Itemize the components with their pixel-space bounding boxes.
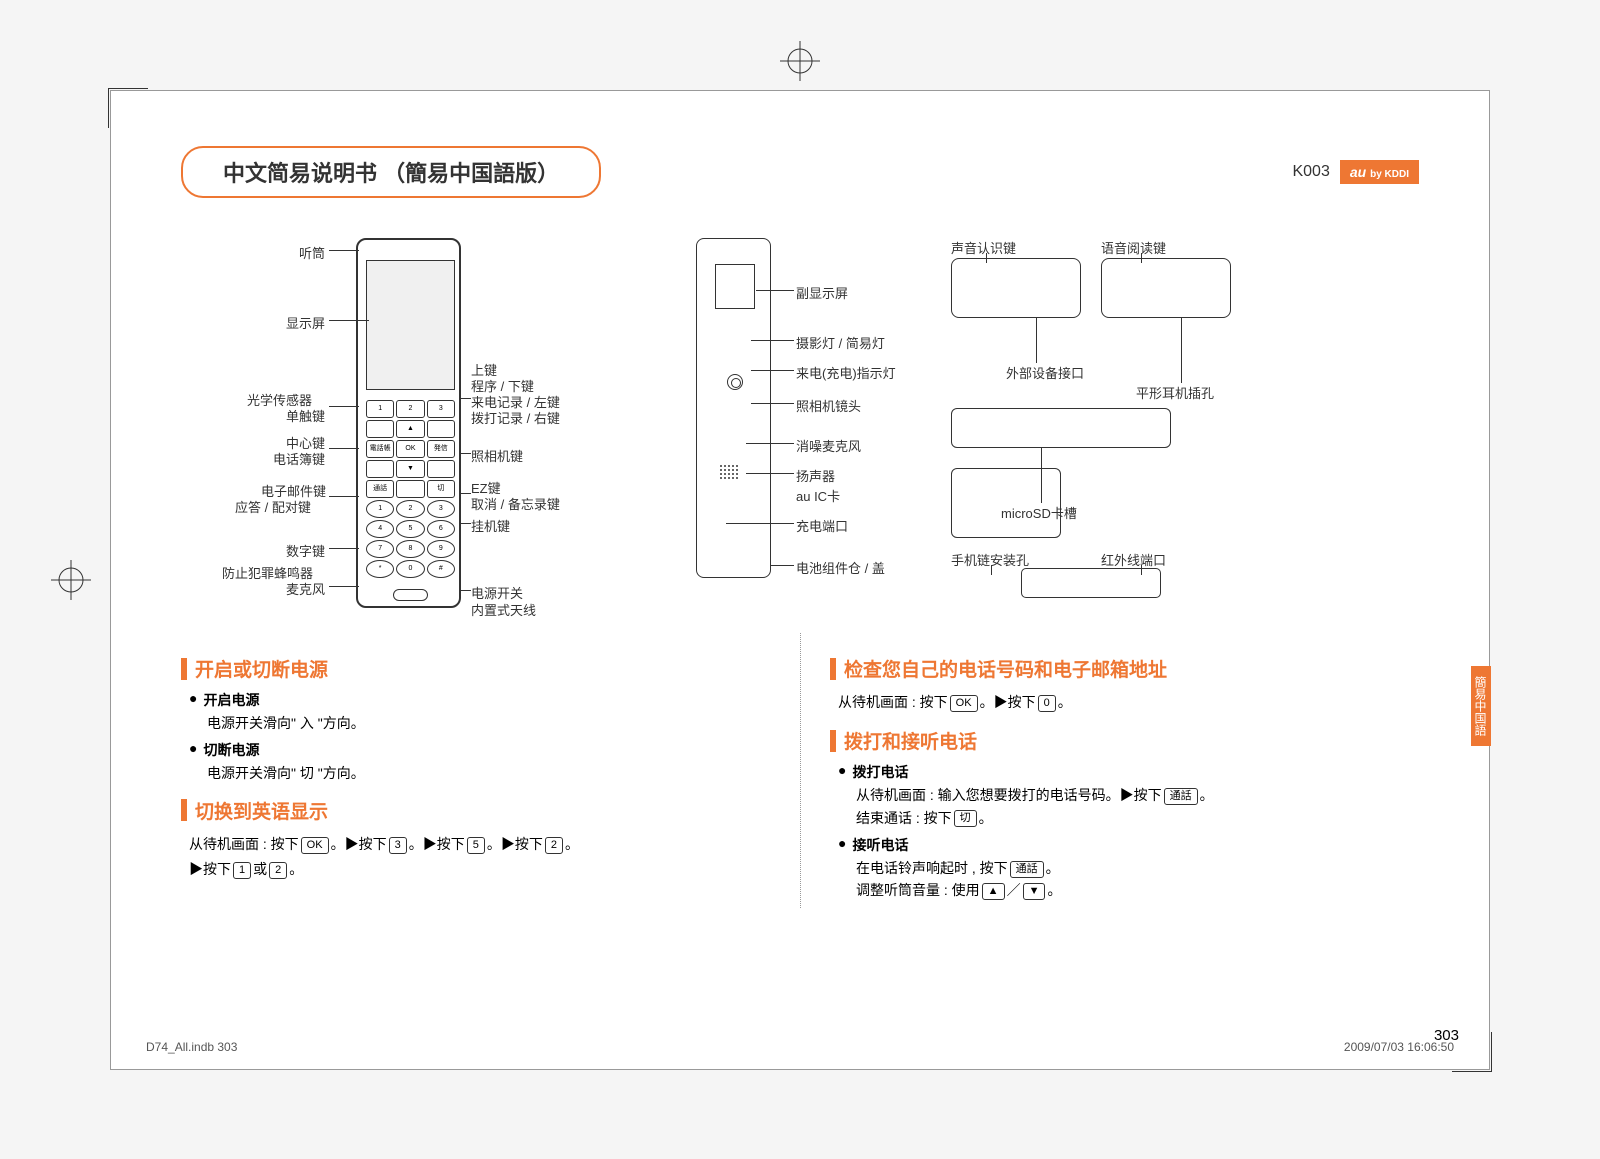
label-camkey: 照相机键	[471, 446, 523, 465]
model-brand: K003 au by KDDI	[1292, 160, 1419, 184]
label-outright: 拨打记录 / 右键	[471, 408, 560, 427]
key-ok: OK	[950, 695, 978, 712]
key-end: 切	[954, 810, 977, 827]
side-tab: 簡易中国語	[1471, 666, 1491, 746]
phone-front-outline: 123 ▲ 電話帳OK発信 ▼ 通話切 123 456 789 *0#	[356, 238, 461, 608]
key-1: 1	[233, 862, 251, 879]
key-2: 2	[545, 837, 563, 854]
section-english: 切换到英语显示	[181, 797, 770, 824]
label-battery: 电池组件仓 / 盖	[796, 558, 885, 577]
key-call: 通話	[1010, 861, 1044, 878]
registration-mark-left	[51, 560, 91, 600]
sub-display	[715, 264, 755, 309]
section-bar-icon	[181, 799, 187, 821]
section-call: 拨打和接听电话	[830, 727, 1419, 754]
label-antenna: 内置式天线	[471, 600, 536, 619]
brand-badge: au by KDDI	[1340, 160, 1419, 184]
label-auic: au IC卡	[796, 486, 840, 505]
label-speaker: 扬声器	[796, 466, 835, 485]
header-row: 中文简易说明书 （簡易中国語版） K003 au by KDDI	[181, 146, 1419, 198]
bullet-power-off: ● 切断电源	[189, 740, 770, 760]
label-strap: 手机链安装孔	[951, 550, 1029, 569]
label-microsd: microSD卡槽	[1001, 503, 1077, 522]
camera-lens	[727, 374, 743, 390]
section-bar-icon	[830, 730, 836, 752]
label-subdisp: 副显示屏	[796, 283, 848, 302]
power-switch	[393, 589, 428, 601]
side-view-3	[951, 408, 1171, 448]
diagrams-row: 123 ▲ 電話帳OK発信 ▼ 通話切 123 456 789 *0# 听筒	[181, 238, 1419, 618]
side-view-2	[1101, 258, 1231, 318]
body-power-off: 电源开关滑向" 切 "方向。	[207, 762, 770, 784]
bullet-icon: ●	[838, 835, 846, 855]
bullet-receive-call: ● 接听电话	[838, 835, 1419, 855]
bullet-make-call: ● 拨打电话	[838, 762, 1419, 782]
page-container: 中文简易说明书 （簡易中国語版） K003 au by KDDI 123 ▲ 電…	[110, 90, 1490, 1070]
bullet-icon: ●	[189, 690, 197, 710]
label-camlens: 照相机镜头	[796, 396, 861, 415]
right-column: 检查您自己的电话号码和电子邮箱地址 从待机画面 : 按下OK。▶按下0。 拨打和…	[830, 643, 1419, 908]
key-up: ▲	[982, 883, 1005, 900]
title-banner: 中文简易说明书 （簡易中国語版）	[181, 146, 601, 198]
label-voiceread: 语音阅读键	[1101, 238, 1166, 257]
label-charge: 充电端口	[796, 516, 848, 535]
left-column: 开启或切断电源 ● 开启电源 电源开关滑向" 入 "方向。 ● 切断电源 电源开…	[181, 643, 770, 908]
model-code: K003	[1292, 163, 1329, 181]
label-extport: 外部设备接口	[1006, 363, 1084, 382]
text-columns: 开启或切断电源 ● 开启电源 电源开关滑向" 入 "方向。 ● 切断电源 电源开…	[181, 643, 1419, 908]
phone-back-outline	[696, 238, 771, 578]
label-mic: 麦克风	[286, 579, 325, 598]
key-call: 通話	[1164, 788, 1198, 805]
label-cancel: 取消 / 备忘录键	[471, 494, 560, 513]
phone-keypad: 123 ▲ 電話帳OK発信 ▼ 通話切 123 456 789 *0#	[366, 400, 455, 595]
label-noisemic: 消噪麦克风	[796, 436, 861, 455]
label-phonebook: 电话簿键	[273, 449, 325, 468]
bullet-power-on: ● 开启电源	[189, 690, 770, 710]
body-make-call: 从待机画面 : 输入您想要拨打的电话号码。▶按下通話。 结束通话 : 按下切。	[856, 784, 1419, 829]
label-earpiece: 听筒	[299, 243, 325, 262]
label-numkeys: 数字键	[286, 541, 325, 560]
speaker-dots	[719, 464, 739, 479]
footer-timestamp: 2009/07/03 16:06:50	[1344, 1040, 1454, 1054]
label-voicerecog: 声音认识键	[951, 238, 1016, 257]
side-view-5	[1021, 568, 1161, 598]
key-0: 0	[1038, 695, 1056, 712]
diagram-sides: 声音认识键 语音阅读键 外部设备接口 平形耳机插孔 microSD卡槽 手机链安…	[941, 238, 1271, 618]
key-5: 5	[467, 837, 485, 854]
body-power-on: 电源开关滑向" 入 "方向。	[207, 712, 770, 734]
section-bar-icon	[830, 658, 836, 680]
label-end: 挂机键	[471, 516, 510, 535]
label-earphone: 平形耳机插孔	[1136, 383, 1214, 402]
key-3: 3	[389, 837, 407, 854]
section-bar-icon	[181, 658, 187, 680]
diagram-back: 副显示屏 摄影灯 / 简易灯 来电(充电)指示灯 照相机镜头 消噪麦克风 扬声器…	[651, 238, 911, 618]
body-receive-call: 在电话铃声响起时 , 按下通話。 调整听筒音量 : 使用▲／▼。	[856, 857, 1419, 902]
side-view-1	[951, 258, 1081, 318]
section-check: 检查您自己的电话号码和电子邮箱地址	[830, 655, 1419, 682]
key-2b: 2	[269, 862, 287, 879]
label-display: 显示屏	[286, 313, 325, 332]
diagram-front: 123 ▲ 電話帳OK発信 ▼ 通話切 123 456 789 *0# 听筒	[181, 238, 621, 618]
label-led: 来电(充电)指示灯	[796, 363, 896, 382]
label-infrared: 红外线端口	[1101, 550, 1166, 569]
content-area: 中文简易说明书 （簡易中国語版） K003 au by KDDI 123 ▲ 電…	[111, 91, 1489, 1069]
label-answer: 应答 / 配对键	[235, 497, 311, 516]
label-photolight: 摄影灯 / 简易灯	[796, 333, 885, 352]
key-down: ▼	[1023, 883, 1046, 900]
phone-screen	[366, 260, 455, 390]
column-divider	[800, 633, 801, 908]
body-check: 从待机画面 : 按下OK。▶按下0。	[838, 690, 1419, 715]
body-english: 从待机画面 : 按下OK。▶按下3。▶按下5。▶按下2。 ▶按下1或2。	[189, 832, 770, 882]
registration-mark-top	[780, 41, 820, 81]
footer-filename: D74_All.indb 303	[146, 1040, 237, 1054]
bullet-icon: ●	[838, 762, 846, 782]
section-power: 开启或切断电源	[181, 655, 770, 682]
label-onetouch: 单触键	[286, 406, 325, 425]
bullet-icon: ●	[189, 740, 197, 760]
key-ok: OK	[301, 837, 329, 854]
